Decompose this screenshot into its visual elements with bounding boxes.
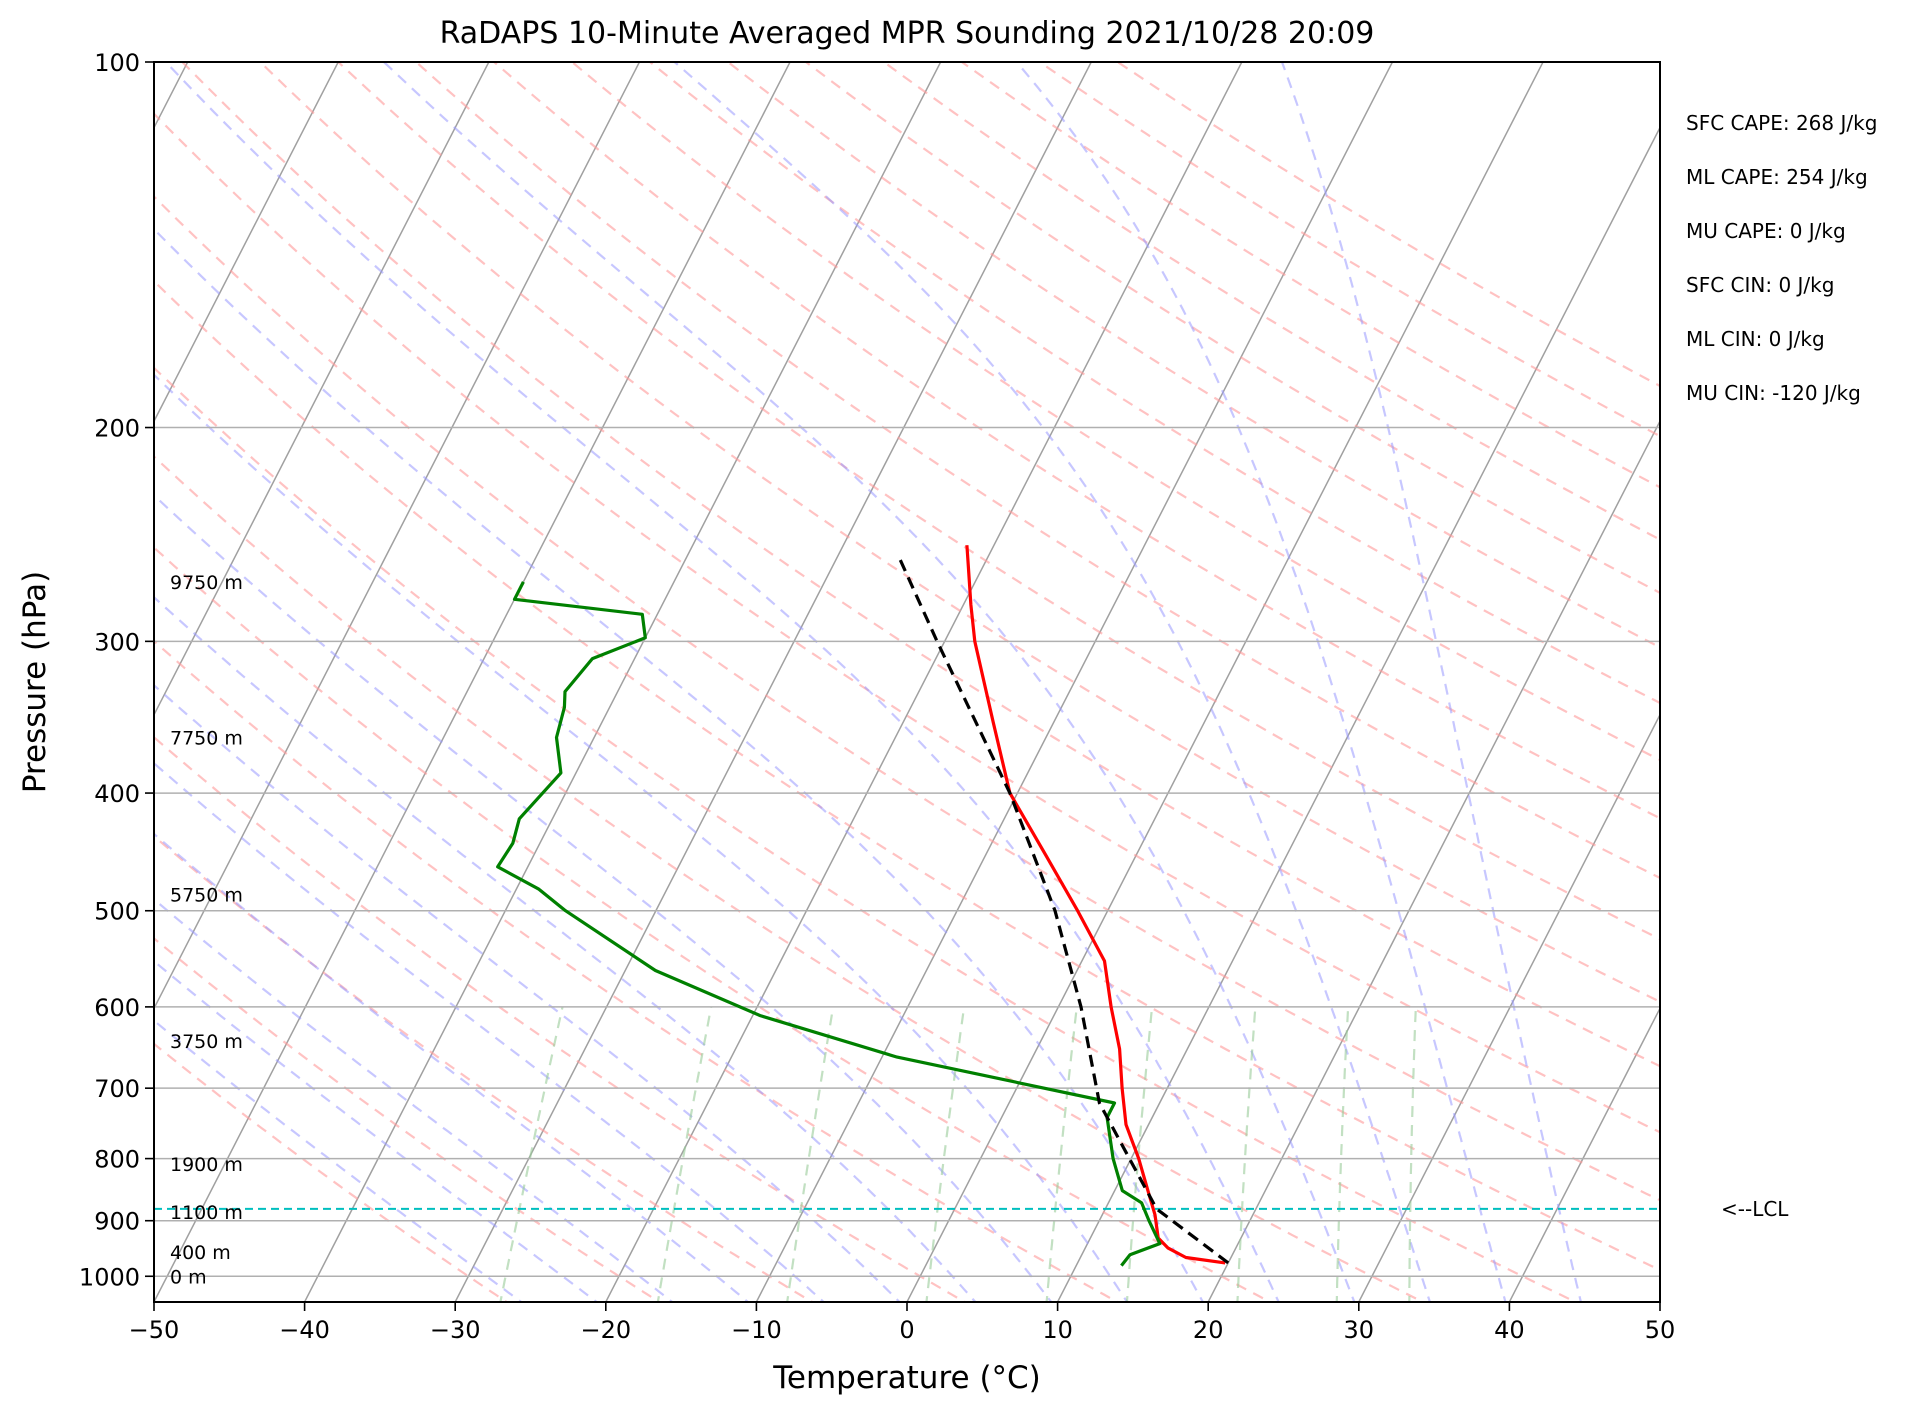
stability-index-text: MU CAPE: 0 J/kg (1686, 219, 1846, 243)
y-axis-ticks: 1000 900 800 700 600 500 400 300 200 100 (79, 49, 154, 1291)
isotherm-line (604, 62, 1243, 1302)
isotherm-line (454, 62, 1093, 1302)
y-tick-label: 300 (94, 628, 140, 656)
dry-adiabat-line (258, 62, 1660, 1004)
y-tick-label: 700 (94, 1075, 140, 1103)
moist-adiabat-line (154, 683, 902, 1302)
x-tick-label: −10 (731, 1316, 782, 1344)
x-tick-label: 20 (1193, 1316, 1224, 1344)
pressure-gridlines (154, 62, 1660, 1278)
x-tick-label: −40 (279, 1316, 330, 1344)
data-series (496, 545, 1230, 1267)
isotherm-line (1207, 419, 1660, 1302)
height-label: 7750 m (170, 728, 243, 750)
mixing-ratio-line (925, 1006, 966, 1302)
y-tick-label: 600 (94, 994, 140, 1022)
height-label: 400 m (170, 1242, 231, 1264)
parcel-profile-line (896, 554, 1230, 1265)
moist-adiabat-line (1015, 62, 1507, 1302)
dry-adiabat-line (154, 1042, 509, 1302)
moist-adiabat-line (1280, 62, 1583, 1302)
dry-adiabat-line (154, 279, 1660, 1272)
y-axis-label: Pressure (hPa) (17, 571, 53, 793)
dry-adiabat-line (804, 62, 1660, 595)
y-tick-label: 800 (94, 1146, 140, 1174)
x-tick-label: −50 (129, 1316, 180, 1344)
moist-adiabat-line (673, 62, 1432, 1302)
isotherm-line (154, 62, 791, 1302)
x-axis-ticks: −50 −40 −30 −20 −10 0 10 20 30 40 50 (129, 1302, 1676, 1344)
y-tick-label: 1000 (79, 1263, 140, 1291)
dry-adiabat-line (154, 735, 968, 1302)
mixing-ratio-line (1236, 1006, 1257, 1302)
dry-adiabat-line (154, 936, 662, 1302)
dry-adiabat-line (154, 834, 815, 1302)
x-tick-label: 10 (1042, 1316, 1073, 1344)
y-tick-label: 900 (94, 1208, 140, 1236)
height-label: 3750 m (170, 1031, 243, 1053)
moist-adiabat-line (154, 897, 674, 1302)
mixing-ratio-line (1335, 1006, 1350, 1302)
chart-title: RaDAPS 10-Minute Averaged MPR Sounding 2… (440, 16, 1375, 51)
isotherm-line (1357, 713, 1660, 1302)
dry-adiabat-line (154, 195, 1660, 1202)
dry-adiabat-line (180, 62, 1660, 1068)
background-lines (154, 62, 1660, 1302)
isotherm-line (303, 62, 942, 1302)
moist-adiabat-line (383, 62, 1356, 1302)
isotherm-line (154, 62, 490, 717)
dry-adiabat-line (414, 62, 1660, 880)
dry-adiabat-line (154, 455, 1426, 1302)
dry-adiabat-line (154, 639, 1120, 1302)
mixing-ratio-line (656, 1006, 713, 1302)
y-tick-label: 200 (94, 415, 140, 443)
stability-index-text: ML CIN: 0 J/kg (1686, 327, 1825, 351)
isotherm-line (906, 62, 1544, 1302)
height-label: 0 m (170, 1266, 207, 1288)
x-tick-label: 0 (899, 1316, 914, 1344)
moist-adiabat-line (165, 62, 1280, 1302)
lcl-label: <--LCL (1721, 1197, 1789, 1221)
height-label: 9750 m (170, 572, 243, 594)
isotherm-line (1508, 1006, 1660, 1302)
x-tick-label: 30 (1344, 1316, 1375, 1344)
x-tick-label: 50 (1645, 1316, 1676, 1344)
x-tick-label: −20 (580, 1316, 631, 1344)
mixing-ratio-line (1125, 1006, 1154, 1302)
mixing-ratio-line (1045, 1006, 1078, 1302)
dry-adiabat-line (336, 62, 1660, 941)
mixing-ratio-line (1408, 1006, 1417, 1302)
mixing-ratio-line (499, 1006, 564, 1302)
y-tick-label: 100 (94, 49, 140, 77)
moist-adiabat-line (154, 832, 750, 1302)
dewpoint-profile-line (496, 581, 1162, 1267)
stability-index-text: SFC CIN: 0 J/kg (1686, 273, 1834, 297)
stability-index-text: MU CIN: -120 J/kg (1686, 381, 1861, 405)
y-tick-label: 500 (94, 898, 140, 926)
x-axis-label: Temperature (°C) (772, 1360, 1041, 1396)
height-label: 1900 m (170, 1154, 243, 1176)
moist-adiabat-line (154, 595, 977, 1302)
moist-adiabat-line (154, 1019, 524, 1302)
mixing-ratio-line (786, 1006, 835, 1302)
stability-indices: SFC CAPE: 268 J/kg ML CAPE: 254 J/kg MU CA… (1686, 111, 1877, 405)
moist-adiabat-line (154, 493, 1053, 1302)
height-label: 5750 m (170, 885, 243, 907)
stability-index-text: ML CAPE: 254 J/kg (1686, 165, 1868, 189)
dry-adiabat-line (154, 112, 1660, 1134)
isotherm-line (154, 62, 340, 423)
isotherm-line (154, 62, 641, 1010)
x-tick-label: 40 (1494, 1316, 1525, 1344)
dry-adiabat-line (648, 62, 1660, 705)
stability-index-text: SFC CAPE: 268 J/kg (1686, 111, 1877, 135)
dry-adiabat-line (492, 62, 1660, 820)
height-label: 1100 m (170, 1202, 243, 1224)
x-tick-label: −30 (430, 1316, 481, 1344)
isotherm-line (755, 62, 1394, 1302)
dry-adiabat-line (154, 546, 1273, 1302)
y-tick-label: 400 (94, 780, 140, 808)
temperature-profile-line (965, 545, 1226, 1265)
